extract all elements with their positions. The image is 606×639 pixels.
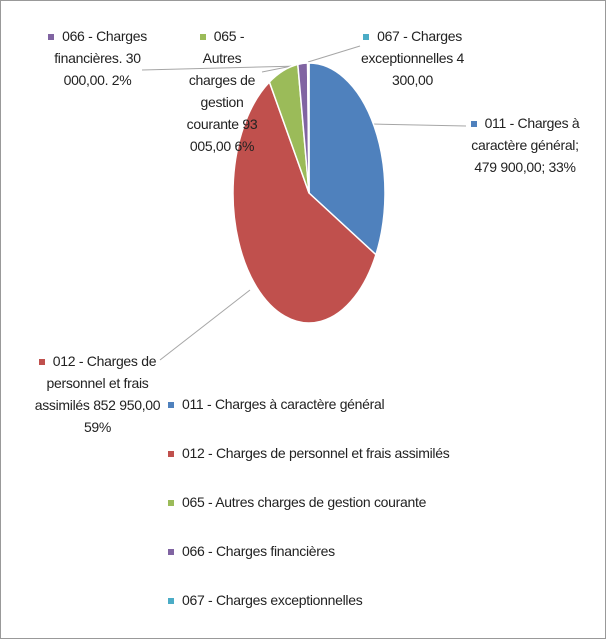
pie-slice xyxy=(308,62,386,257)
legend-label: 066 - Charges financières xyxy=(182,543,335,559)
leader-line xyxy=(307,45,361,63)
legend-item: 066 - Charges financières xyxy=(168,543,335,559)
data-label: 066 - Charges financières. 30 000,00. 2% xyxy=(40,25,155,91)
pie-slice xyxy=(306,62,310,194)
label-swatch xyxy=(363,34,370,41)
leader-line xyxy=(159,289,251,361)
label-swatch xyxy=(470,121,477,128)
legend-label: 012 - Charges de personnel et frais assi… xyxy=(182,445,450,461)
label-swatch xyxy=(38,359,45,366)
legend-label: 067 - Charges exceptionnelles xyxy=(182,592,363,608)
label-swatch xyxy=(199,34,206,41)
data-label: 012 - Charges de personnel et frais assi… xyxy=(34,353,161,435)
legend-swatch xyxy=(168,549,174,556)
legend-swatch xyxy=(168,451,174,458)
data-label: 065 - Autres charges de gestion courante… xyxy=(186,28,258,154)
legend-label: 065 - Autres charges de gestion courante xyxy=(182,494,427,510)
legend-swatch xyxy=(168,500,174,507)
legend-label: 011 - Charges à caractère général xyxy=(182,396,385,412)
leader-line xyxy=(371,123,467,127)
legend-item: 065 - Autres charges de gestion courante xyxy=(168,494,426,510)
legend-swatch xyxy=(168,402,174,409)
legend-item: 067 - Charges exceptionnelles xyxy=(168,592,363,608)
legend-item: 011 - Charges à caractère général xyxy=(168,396,385,412)
leader-line xyxy=(141,65,301,71)
label-swatch xyxy=(48,34,55,41)
data-label: 067 - Charges exceptionnelles 4 300,00 xyxy=(360,28,465,88)
pie-slice xyxy=(232,80,377,324)
legend-item: 012 - Charges de personnel et frais assi… xyxy=(168,445,450,461)
data-label: 011 - Charges à caractère général; 479 9… xyxy=(470,115,580,175)
legend-swatch xyxy=(168,598,174,605)
